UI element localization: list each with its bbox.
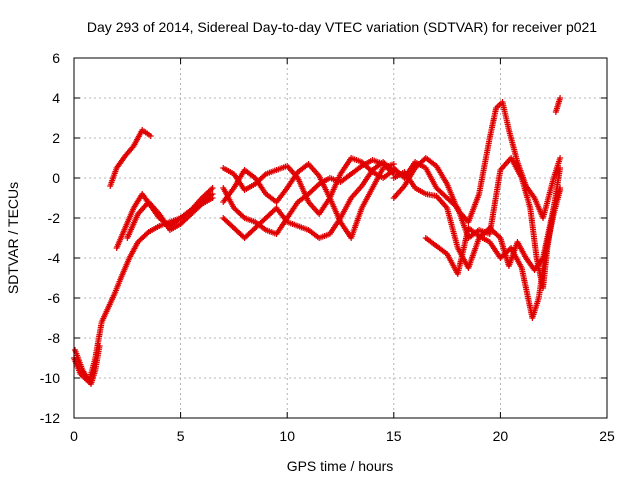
data-points xyxy=(71,95,564,387)
series-track-m xyxy=(422,187,564,321)
y-tick-label: 0 xyxy=(52,170,60,186)
x-tick-label: 15 xyxy=(386,428,402,444)
x-tick-label: 10 xyxy=(279,428,295,444)
series-track-e xyxy=(124,195,216,241)
data-point xyxy=(389,169,396,176)
data-point xyxy=(261,172,268,179)
x-axis-label: GPS time / hours xyxy=(287,458,394,474)
data-point xyxy=(147,133,154,139)
data-point xyxy=(557,95,564,101)
series-track-n xyxy=(552,95,564,115)
data-point xyxy=(144,230,151,237)
series-track-l xyxy=(390,155,564,291)
series-track-c xyxy=(107,127,154,189)
data-point xyxy=(453,203,460,210)
y-tick-label: 4 xyxy=(52,90,60,106)
series-track-h xyxy=(220,159,397,241)
plot-frame xyxy=(73,57,608,419)
y-tick-label: -12 xyxy=(40,410,60,426)
x-tick-label: 20 xyxy=(493,428,509,444)
y-axis-label: SDTVAR / TECUs xyxy=(5,182,21,294)
y-tick-label: 2 xyxy=(52,130,60,146)
y-tick-label: -2 xyxy=(48,210,61,226)
data-point xyxy=(208,186,215,193)
series-track-g xyxy=(220,161,397,241)
data-point xyxy=(314,182,321,189)
data-point xyxy=(96,343,103,349)
y-tick-label: 6 xyxy=(52,50,60,66)
data-point xyxy=(209,185,216,191)
axes: 0 5 10 15 20 25 -12 -10 -8 -6 -4 -2 0 2 4 6 xyxy=(40,50,615,444)
data-point xyxy=(557,165,564,171)
x-tick-label: 25 xyxy=(599,428,615,444)
x-tick-label: 5 xyxy=(177,428,185,444)
data-point xyxy=(240,213,247,220)
y-tick-label: -6 xyxy=(48,290,61,306)
data-point xyxy=(197,202,204,209)
y-tick-label: -8 xyxy=(48,330,61,346)
series-track-b xyxy=(72,343,103,387)
chart-title: Day 293 of 2014, Sidereal Day-to-day VTE… xyxy=(87,19,597,35)
y-tick-label: -4 xyxy=(48,250,61,266)
data-point xyxy=(209,195,216,201)
series-track-f xyxy=(220,155,397,217)
y-tick-label: -10 xyxy=(40,370,60,386)
series-track-i xyxy=(220,157,397,237)
data-point xyxy=(557,187,564,193)
x-tick-label: 0 xyxy=(70,428,78,444)
data-point xyxy=(557,155,564,161)
